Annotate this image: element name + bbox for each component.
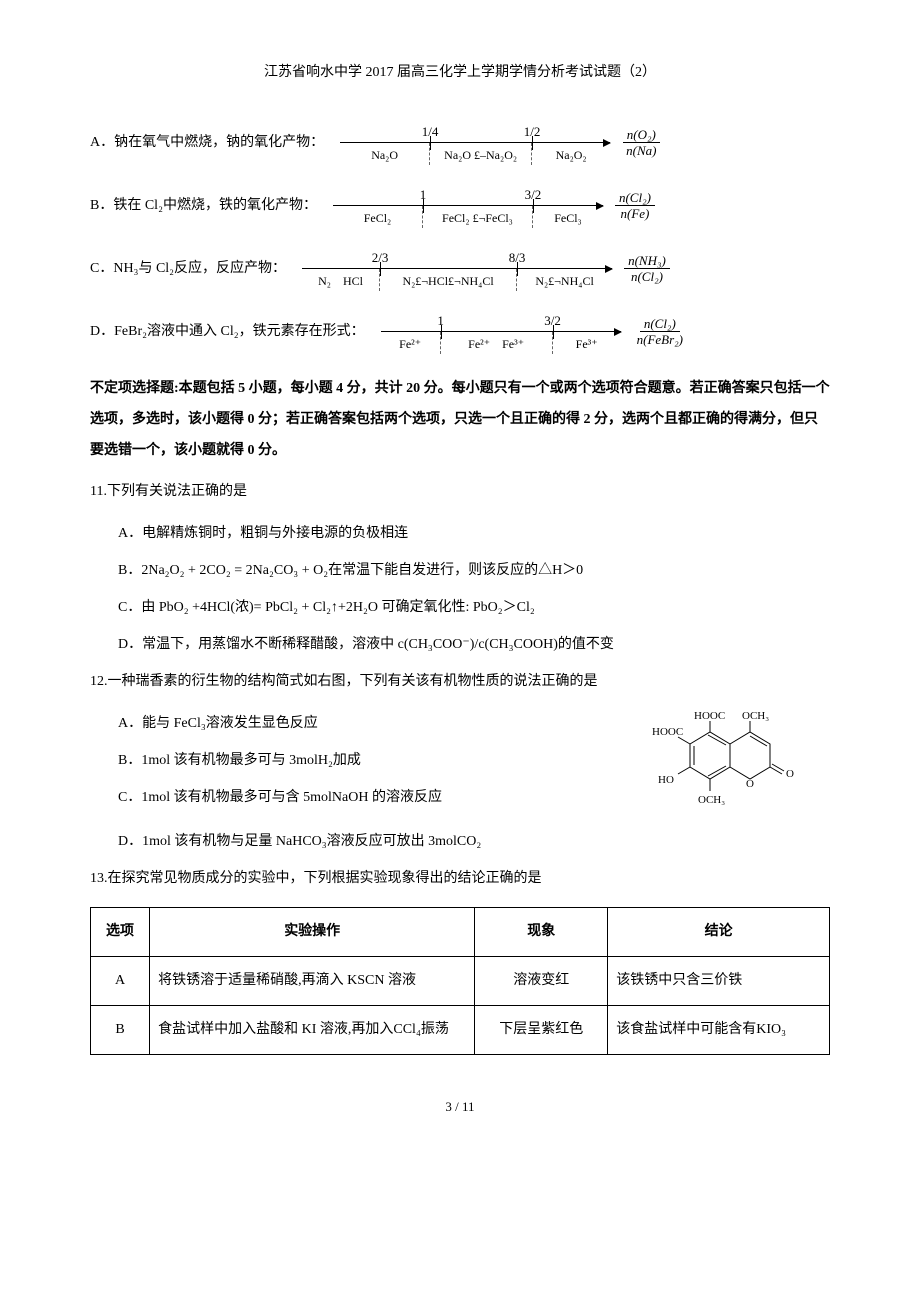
segment-label: Fe²⁺ bbox=[381, 332, 441, 354]
axis-fraction: n(O₂)n(Na) bbox=[622, 127, 660, 159]
q13-th-opt: 选项 bbox=[91, 907, 150, 956]
segment-label: N₂£¬NH₄Cl bbox=[517, 269, 612, 291]
segment-label: N₂ HCl bbox=[302, 269, 380, 291]
q13-table: 选项 实验操作 现象 结论 A 将铁锈溶于适量稀硝酸,再滴入 KSCN 溶液 溶… bbox=[90, 907, 830, 1055]
molecule-diagram: HOOC HOOC HO OCH₃ OCH₃ O O bbox=[650, 709, 830, 827]
mol-o-ring: O bbox=[746, 778, 754, 790]
segment-label: FeCl₃ bbox=[533, 206, 603, 228]
segment-label: Fe³⁺ bbox=[553, 332, 621, 354]
axis-fraction: n(Cl₂)n(Fe) bbox=[615, 190, 655, 222]
table-row: A 将铁锈溶于适量稀硝酸,再滴入 KSCN 溶液 溶液变红 该铁锈中只含三价铁 bbox=[91, 956, 830, 1005]
diagram-option-2: C．NH₃与 Cl₂反应，反应产物：2/38/3N₂ HClN₂£¬HCl£¬N… bbox=[90, 246, 830, 291]
q11-opt-d: D．常温下，用蒸馏水不断稀释醋酸，溶液中 c(CH₃COO⁻)/c(CH₃COO… bbox=[90, 630, 830, 661]
segment-label: Na₂O₂ bbox=[532, 143, 610, 165]
page-header: 江苏省响水中学 2017 届高三化学上学期学情分析考试试题（2） bbox=[90, 60, 830, 85]
q11-stem: 11.下列有关说法正确的是 bbox=[90, 477, 830, 508]
segment-label: FeCl₂ £¬FeCl₃ bbox=[423, 206, 533, 228]
table-row: B 食盐试样中加入盐酸和 KI 溶液,再加入CCl₄振荡 下层呈紫红色 该食盐试… bbox=[91, 1005, 830, 1054]
diagram-option-0: A．钠在氧气中燃烧，钠的氧化产物：1/41/2Na₂ONa₂O £–Na₂O₂N… bbox=[90, 120, 830, 165]
q12-opt-b: B．1mol 该有机物最多可与 3molH₂加成 bbox=[90, 746, 630, 777]
q11-opt-b: B．2Na₂O₂ + 2CO₂ = 2Na₂CO₃ + O₂在常温下能自发进行，… bbox=[90, 556, 830, 587]
segment-label: N₂£¬HCl£¬NH₄Cl bbox=[380, 269, 517, 291]
q12-opt-a: A．能与 FeCl₃溶液发生显色反应 bbox=[90, 709, 630, 740]
q11-opt-a: A．电解精炼铜时，粗铜与外接电源的负极相连 bbox=[90, 519, 830, 550]
axis-fraction: n(Cl₂)n(FeBr₂) bbox=[633, 316, 687, 348]
q11-opt-c: C．由 PbO₂ +4HCl(浓)= PbCl₂ + Cl₂↑+2H₂O 可确定… bbox=[90, 593, 830, 624]
diagram-option-1: B．铁在 Cl₂中燃烧，铁的氧化产物：13/2FeCl₂FeCl₂ £¬FeCl… bbox=[90, 183, 830, 228]
q12-opt-d: D．1mol 该有机物与足量 NaHCO₃溶液反应可放出 3molCO₂ bbox=[90, 827, 830, 858]
diagram-label: D．FeBr₂溶液中通入 Cl₂，铁元素存在形式： bbox=[90, 319, 365, 344]
diagram-label: B．铁在 Cl₂中燃烧，铁的氧化产物： bbox=[90, 193, 317, 218]
q12-stem: 12.一种瑞香素的衍生物的结构简式如右图，下列有关该有机物性质的说法正确的是 bbox=[90, 667, 830, 698]
page-footer: 3 / 11 bbox=[90, 1095, 830, 1118]
mol-hooc1: HOOC bbox=[652, 726, 683, 738]
diagram-label: A．钠在氧气中燃烧，钠的氧化产物： bbox=[90, 130, 324, 155]
q13-th-op: 实验操作 bbox=[150, 907, 475, 956]
diagram-label: C．NH₃与 Cl₂反应，反应产物： bbox=[90, 256, 286, 281]
segment-label: FeCl₂ bbox=[333, 206, 423, 228]
mol-o-carbonyl: O bbox=[786, 768, 794, 780]
q13-th-conc: 结论 bbox=[608, 907, 830, 956]
q13-th-phen: 现象 bbox=[475, 907, 608, 956]
mol-hooc2: HOOC bbox=[694, 710, 725, 722]
q12-opt-c: C．1mol 该有机物最多可与含 5molNaOH 的溶液反应 bbox=[90, 783, 630, 814]
mol-ho: HO bbox=[658, 774, 674, 786]
axis-fraction: n(NH₃)n(Cl₂) bbox=[624, 253, 670, 285]
segment-label: Na₂O bbox=[340, 143, 430, 165]
diagram-option-3: D．FeBr₂溶液中通入 Cl₂，铁元素存在形式：13/2Fe²⁺Fe²⁺ Fe… bbox=[90, 309, 830, 354]
segment-label: Na₂O £–Na₂O₂ bbox=[430, 143, 532, 165]
mol-och3-top: OCH₃ bbox=[742, 710, 769, 722]
q13-stem: 13.在探究常见物质成分的实验中，下列根据实验现象得出的结论正确的是 bbox=[90, 864, 830, 895]
mol-och3-bot: OCH₃ bbox=[698, 794, 725, 806]
segment-label: Fe²⁺ Fe³⁺ bbox=[441, 332, 553, 354]
section-description: 不定项选择题:本题包括 5 小题，每小题 4 分，共计 20 分。每小题只有一个… bbox=[90, 374, 830, 466]
